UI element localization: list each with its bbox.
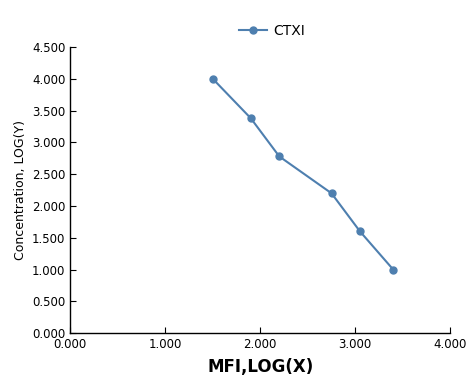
Line: CTXI: CTXI xyxy=(209,75,397,273)
CTXI xyxy=(329,191,334,196)
CTXI xyxy=(390,267,396,272)
X-axis label: MFI,LOG(X): MFI,LOG(X) xyxy=(207,358,313,376)
CTXI xyxy=(357,229,363,234)
Y-axis label: Concentration, LOG(Y): Concentration, LOG(Y) xyxy=(14,120,27,260)
CTXI xyxy=(248,116,254,121)
CTXI xyxy=(276,154,282,159)
CTXI xyxy=(210,76,216,81)
Legend: CTXI: CTXI xyxy=(233,19,311,44)
